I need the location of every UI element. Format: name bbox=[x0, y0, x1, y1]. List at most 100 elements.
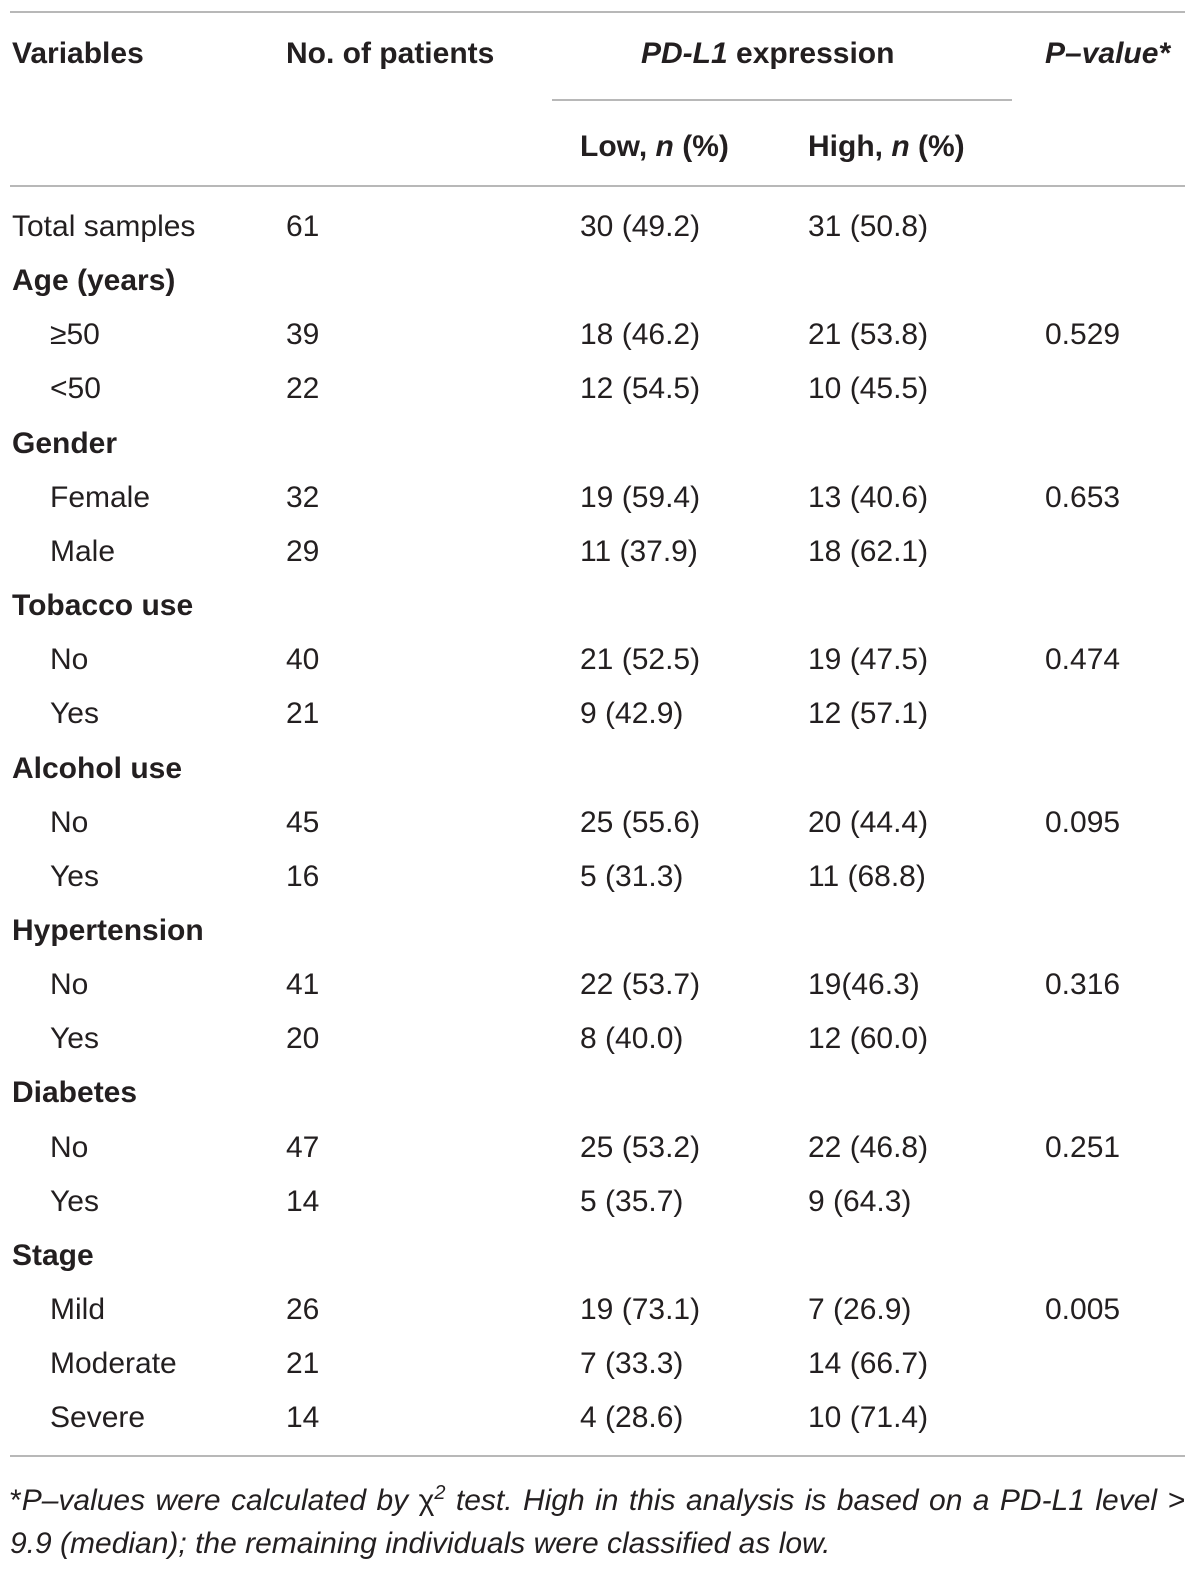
header-high: High, n (%) bbox=[808, 129, 965, 165]
header-variables: Variables bbox=[12, 37, 144, 70]
footnote-star: * bbox=[10, 1484, 22, 1517]
cell-n: 21 bbox=[286, 697, 320, 730]
header-low-pct: (%) bbox=[673, 130, 729, 163]
header-high-pct: (%) bbox=[909, 130, 965, 163]
cell-high: 20 (44.4) bbox=[808, 806, 929, 839]
cell-high: 7 (26.9) bbox=[808, 1293, 912, 1326]
footnote-chi: χ bbox=[418, 1484, 435, 1517]
row-label: Male bbox=[50, 535, 116, 568]
cell-n: 45 bbox=[286, 806, 320, 839]
cell-high: 11 (68.8) bbox=[808, 860, 926, 893]
header-low: Low, n (%) bbox=[580, 129, 729, 165]
row-label: Total samples bbox=[12, 210, 196, 243]
cell-low: 25 (53.2) bbox=[580, 1131, 701, 1164]
header-high-n: n bbox=[891, 130, 910, 163]
cell-high: 13 (40.6) bbox=[808, 481, 929, 514]
footnote: *P–values were calculated by χ2 test. Hi… bbox=[10, 1472, 1185, 1565]
row-label: Moderate bbox=[50, 1347, 177, 1380]
group-label: Diabetes bbox=[12, 1076, 138, 1109]
cell-n: 14 bbox=[286, 1185, 320, 1218]
cell-pvalue: 0.095 bbox=[1045, 806, 1121, 839]
bottom-rule bbox=[10, 1455, 1185, 1457]
cell-n: 32 bbox=[286, 481, 320, 514]
cell-low: 18 (46.2) bbox=[580, 318, 701, 351]
row-label: <50 bbox=[50, 372, 101, 405]
group-label: Age (years) bbox=[12, 264, 176, 297]
cell-n: 14 bbox=[286, 1401, 320, 1434]
row-label: Yes bbox=[50, 860, 99, 893]
cell-high: 12 (57.1) bbox=[808, 697, 929, 730]
cell-n: 39 bbox=[286, 318, 320, 351]
cell-low: 19 (59.4) bbox=[580, 481, 701, 514]
footnote-sup: 2 bbox=[434, 1482, 446, 1504]
footnote-part1: P–values were calculated by bbox=[21, 1484, 419, 1517]
cell-low: 4 (28.6) bbox=[580, 1401, 684, 1434]
group-label: Alcohol use bbox=[12, 752, 183, 785]
row-label: No bbox=[50, 1131, 89, 1164]
cell-low: 11 (37.9) bbox=[580, 535, 698, 568]
cell-pvalue: 0.005 bbox=[1045, 1293, 1121, 1326]
cell-high: 22 (46.8) bbox=[808, 1131, 929, 1164]
cell-high: 10 (71.4) bbox=[808, 1401, 929, 1434]
cell-high: 31 (50.8) bbox=[808, 210, 929, 243]
cell-pvalue: 0.316 bbox=[1045, 968, 1121, 1001]
header-expression-suffix: expression bbox=[727, 37, 895, 70]
cell-pvalue: 0.653 bbox=[1045, 481, 1121, 514]
group-label: Tobacco use bbox=[12, 589, 194, 622]
cell-pvalue: 0.529 bbox=[1045, 318, 1121, 351]
group-rule bbox=[552, 99, 1012, 101]
cell-pvalue: 0.251 bbox=[1045, 1131, 1121, 1164]
cell-high: 21 (53.8) bbox=[808, 318, 929, 351]
cell-n: 47 bbox=[286, 1131, 320, 1164]
cell-n: 22 bbox=[286, 372, 320, 405]
row-label: Mild bbox=[50, 1293, 106, 1326]
cell-low: 5 (35.7) bbox=[580, 1185, 684, 1218]
cell-high: 10 (45.5) bbox=[808, 372, 929, 405]
group-label: Hypertension bbox=[12, 914, 204, 947]
header-low-label: Low, bbox=[580, 130, 656, 163]
header-expression-gene: PD-L1 bbox=[641, 37, 728, 70]
cell-high: 12 (60.0) bbox=[808, 1022, 929, 1055]
footnote-part2: test. High in this analysis is based on … bbox=[10, 1484, 1185, 1560]
cell-n: 26 bbox=[286, 1293, 320, 1326]
row-label: Yes bbox=[50, 1185, 99, 1218]
cell-low: 8 (40.0) bbox=[580, 1022, 684, 1055]
cell-low: 22 (53.7) bbox=[580, 968, 701, 1001]
cell-low: 9 (42.9) bbox=[580, 697, 684, 730]
cell-high: 14 (66.7) bbox=[808, 1347, 929, 1380]
cell-high: 19(46.3) bbox=[808, 968, 920, 1001]
cell-low: 25 (55.6) bbox=[580, 806, 701, 839]
row-label: Yes bbox=[50, 697, 99, 730]
cell-n: 40 bbox=[286, 643, 320, 676]
cell-low: 21 (52.5) bbox=[580, 643, 701, 676]
cell-low: 30 (49.2) bbox=[580, 210, 701, 243]
cell-high: 19 (47.5) bbox=[808, 643, 929, 676]
header-pvalue-text: P–value* bbox=[1045, 37, 1171, 70]
cell-n: 20 bbox=[286, 1022, 320, 1055]
header-rule bbox=[10, 185, 1185, 187]
cell-low: 7 (33.3) bbox=[580, 1347, 684, 1380]
cell-high: 18 (62.1) bbox=[808, 535, 929, 568]
cell-n: 29 bbox=[286, 535, 320, 568]
header-pvalue: P–value* bbox=[1045, 36, 1170, 72]
header-low-n: n bbox=[655, 130, 674, 163]
cell-low: 12 (54.5) bbox=[580, 372, 701, 405]
cell-n: 21 bbox=[286, 1347, 320, 1380]
cell-n: 16 bbox=[286, 860, 320, 893]
row-label: No bbox=[50, 968, 89, 1001]
row-label: Yes bbox=[50, 1022, 99, 1055]
cell-n: 61 bbox=[286, 210, 320, 243]
header-no-patients: No. of patients bbox=[286, 37, 495, 70]
header-expression: PD-L1 expression bbox=[641, 36, 894, 72]
header-high-label: High, bbox=[808, 130, 892, 163]
group-label: Gender bbox=[12, 427, 118, 460]
cell-high: 9 (64.3) bbox=[808, 1185, 912, 1218]
row-label: Severe bbox=[50, 1401, 146, 1434]
group-label: Stage bbox=[12, 1239, 94, 1272]
top-rule bbox=[10, 11, 1185, 13]
cell-n: 41 bbox=[286, 968, 320, 1001]
cell-low: 5 (31.3) bbox=[580, 860, 684, 893]
row-label: No bbox=[50, 643, 89, 676]
row-label: No bbox=[50, 806, 89, 839]
